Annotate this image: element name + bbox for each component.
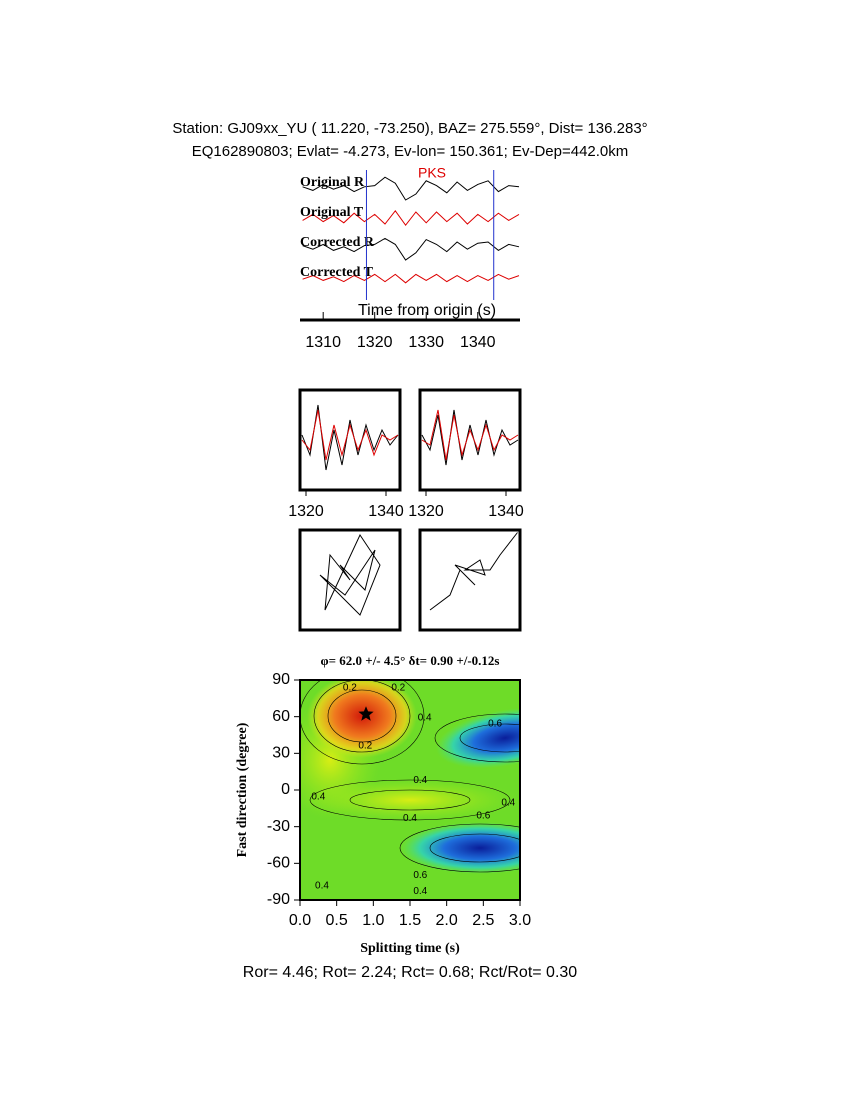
y-tick-label: 30 <box>272 745 290 762</box>
x-tick-label: 3.0 <box>509 912 531 929</box>
footer: Ror= 4.46; Rot= 2.24; Rct= 0.68; Rct/Rot… <box>243 964 578 981</box>
contour-label: 0.4 <box>403 813 417 824</box>
y-tick-label: -90 <box>267 891 290 908</box>
contour-label: 0.6 <box>476 810 490 821</box>
trace <box>302 209 520 227</box>
x-tick-label: 1340 <box>368 503 404 520</box>
particle-path <box>429 532 518 611</box>
y-tick-label: -60 <box>267 855 290 872</box>
y-axis-label: Fast direction (degree) <box>235 722 250 857</box>
trace-label: Original T <box>300 205 364 220</box>
contour-label: 0.6 <box>413 870 427 881</box>
x-tick-label: 1320 <box>408 503 444 520</box>
trace <box>302 273 520 284</box>
x-tick-label: 1340 <box>488 503 524 520</box>
contour-label: 0.4 <box>315 881 329 892</box>
waveform <box>301 409 399 461</box>
x-tick-label: 1310 <box>305 334 341 351</box>
panel-frame <box>298 388 402 492</box>
x-tick-label: 1320 <box>357 334 393 351</box>
header-line: Station: GJ09xx_YU ( 11.220, -73.250), B… <box>172 120 647 137</box>
x-tick-label: 1340 <box>460 334 496 351</box>
misfit-field <box>300 680 520 900</box>
trace <box>302 237 520 261</box>
x-tick-label: 1330 <box>408 334 444 351</box>
phase-label: PKS <box>418 165 446 181</box>
plot-title: φ= 62.0 +/- 4.5° δt= 0.90 +/-0.12s <box>321 653 500 668</box>
x-tick-label: 1.0 <box>362 912 384 929</box>
contour-label: 0.4 <box>418 713 432 724</box>
contour-label: 0.4 <box>413 775 427 786</box>
waveform <box>421 409 519 461</box>
particle-path <box>319 533 381 616</box>
contour-label: 0.2 <box>358 741 372 752</box>
x-tick-label: 2.5 <box>472 912 494 929</box>
best-fit-star <box>358 706 374 721</box>
trace-label: Corrected R <box>300 235 375 250</box>
trace-label: Original R <box>300 175 365 190</box>
panel-frame <box>298 528 402 632</box>
x-axis-label: Time from origin (s) <box>358 302 496 319</box>
x-tick-label: 0.5 <box>326 912 348 929</box>
y-tick-label: 60 <box>272 708 290 725</box>
panel-frame <box>418 528 522 632</box>
x-tick-label: 2.0 <box>436 912 458 929</box>
contour-label: 0.4 <box>501 798 515 809</box>
panel-frame <box>418 388 522 492</box>
contour-label: 0.4 <box>413 886 427 897</box>
y-tick-label: 90 <box>272 671 290 688</box>
contour-label: 0.4 <box>311 792 325 803</box>
waveform <box>421 409 519 466</box>
contour-label: 0.6 <box>488 719 502 730</box>
waveform <box>301 404 399 471</box>
x-tick-label: 0.0 <box>289 912 311 929</box>
x-tick-label: 1.5 <box>399 912 421 929</box>
y-tick-label: -30 <box>267 818 290 835</box>
contour-label: 0.2 <box>391 683 405 694</box>
contour-label: 0.2 <box>343 683 357 694</box>
trace <box>302 176 520 201</box>
header-line: EQ162890803; Evlat= -4.273, Ev-lon= 150.… <box>192 143 629 160</box>
trace-label: Corrected T <box>300 265 374 280</box>
x-tick-label: 1320 <box>288 503 324 520</box>
y-tick-label: 0 <box>281 781 290 798</box>
x-axis-label: Splitting time (s) <box>360 941 460 956</box>
